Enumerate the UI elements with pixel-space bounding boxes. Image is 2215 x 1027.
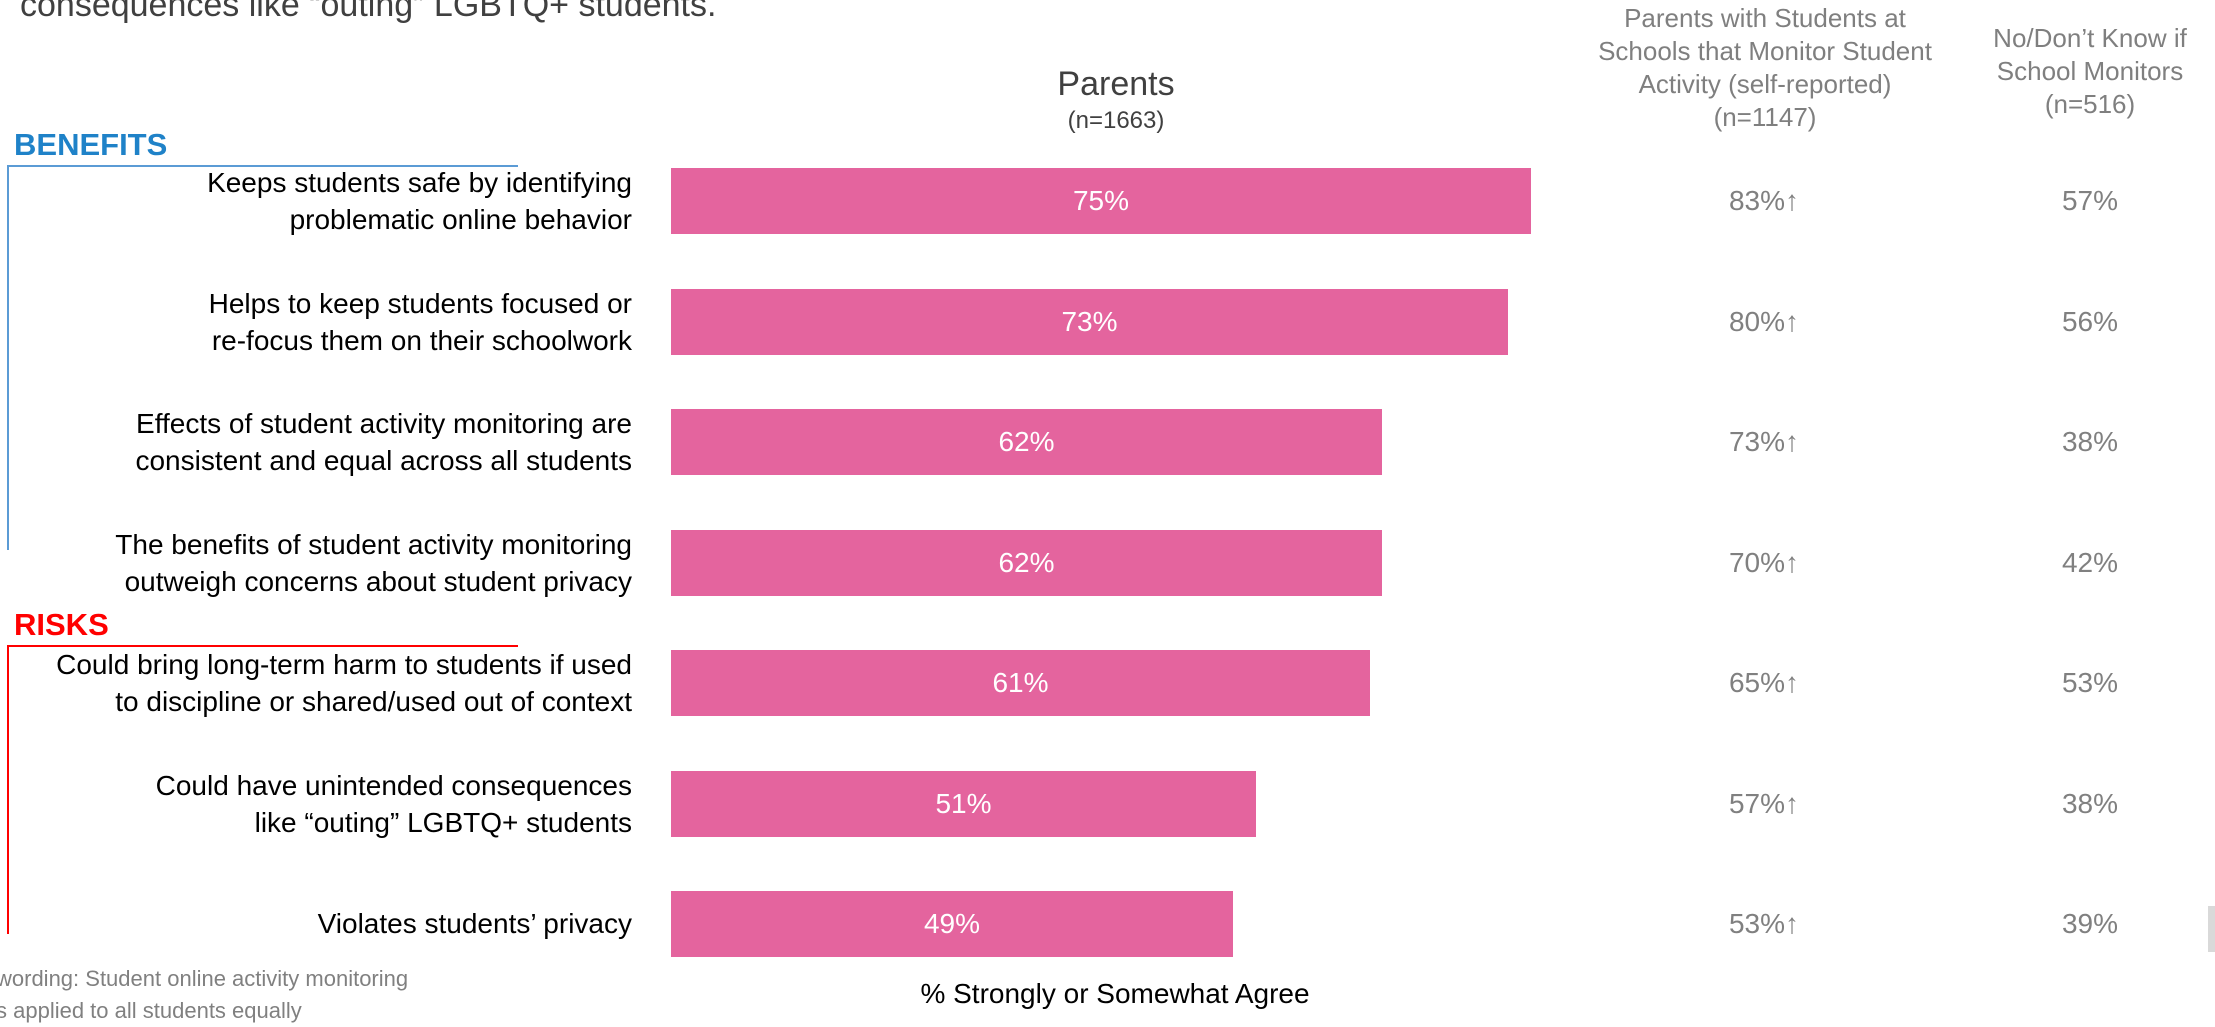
monitor-header-line: Schools that Monitor Student [1598, 36, 1932, 66]
no-dont-know-value: 42% [2061, 547, 2119, 578]
row-label-line: Could bring long-term harm to students i… [56, 649, 632, 680]
footnote-line: s applied to all students equally [0, 998, 302, 1023]
row-label: Keeps students safe by identifying proble… [207, 164, 632, 238]
risks-section-label: RISKS [14, 607, 109, 642]
no-dont-know-value: 39% [2061, 908, 2119, 939]
monitor-column-header: Parents with Students at Schools that Mo… [1580, 2, 1950, 134]
bar-value-label: 62% [998, 547, 1055, 578]
monitor-value: 70%↑ [1728, 547, 1800, 578]
row-label-line: Violates students’ privacy [317, 908, 632, 939]
parents-header-title: Parents [1057, 65, 1175, 103]
row-label-line: Helps to keep students focused or [208, 288, 632, 319]
no-dont-know-value: 53% [2061, 667, 2119, 698]
no-dont-know-value: 38% [2061, 788, 2119, 819]
no-dont-know-value: 38% [2061, 426, 2119, 457]
row-label-line: like “outing” LGBTQ+ students [254, 807, 632, 838]
bar [671, 771, 1256, 837]
bar-value-label: 75% [1072, 185, 1130, 216]
row-label-line: Could have unintended consequences [155, 770, 632, 801]
monitor-value: 80%↑ [1728, 306, 1800, 337]
monitor-header-line: (n=1147) [1713, 102, 1817, 132]
no-dont-know-value: 57% [2061, 185, 2119, 216]
row-label-line: to discipline or shared/used out of cont… [115, 686, 632, 717]
row-label-line: The benefits of student activity monitor… [115, 529, 632, 560]
bar [671, 530, 1382, 596]
risks-bracket [7, 645, 518, 934]
no-dont-know-column-header: No/Don’t Know if School Monitors (n=516) [1970, 22, 2210, 121]
bar-value-label: 51% [935, 788, 992, 819]
row-label-line: outweigh concerns about student privacy [124, 566, 632, 597]
row-label: Helps to keep students focused or re-focu… [209, 285, 632, 359]
no-dont-know-header-line: No/Don’t Know if [1993, 23, 2187, 53]
x-axis-label: % Strongly or Somewhat Agree [920, 978, 1310, 1009]
bar-value-label: 73% [1061, 306, 1118, 337]
no-dont-know-value: 56% [2061, 306, 2119, 337]
row-label-line: consistent and equal across all students [135, 445, 632, 476]
bar [671, 168, 1531, 234]
benefits-bracket [7, 165, 518, 550]
row-label-line: Keeps students safe by identifying [207, 167, 632, 198]
row-label-line: re-focus them on their schoolwork [211, 325, 632, 356]
monitor-value: 83%↑ [1728, 185, 1800, 216]
bar-value-label: 61% [992, 667, 1049, 698]
footnote: wording: Student online activity monitor… [0, 963, 516, 1027]
row-label: Effects of student activity monitoring a… [135, 405, 632, 479]
bar-value-label: 62% [998, 426, 1055, 457]
intro-text: consequences like “outing” LGBTQ+ studen… [20, 0, 717, 24]
monitor-value: 65%↑ [1728, 667, 1800, 698]
bar [671, 891, 1233, 957]
row-label: The benefits of student activity monitor… [115, 526, 632, 600]
monitor-value: 57%↑ [1728, 788, 1800, 819]
bar [671, 289, 1508, 355]
bar [671, 409, 1382, 475]
benefits-section-label: BENEFITS [14, 127, 168, 162]
no-dont-know-header-line: School Monitors [1996, 56, 2184, 86]
parents-column-header: Parents (n=1663) [1016, 64, 1216, 138]
row-label: Violates students’ privacy [318, 905, 632, 942]
bar-value-label: 49% [923, 908, 981, 939]
monitor-header-line: Parents with Students at [1624, 3, 1906, 33]
row-label: Could bring long-term harm to students i… [56, 646, 632, 720]
no-dont-know-header-line: (n=516) [2044, 89, 2136, 119]
monitor-value: 53%↑ [1728, 908, 1800, 939]
parents-header-n: (n=1663) [1067, 107, 1165, 134]
row-label: Could have unintended consequences like “… [156, 767, 632, 841]
bar [671, 650, 1370, 716]
row-label-line: problematic online behavior [289, 204, 632, 235]
slide-edge-mark [2208, 906, 2215, 952]
row-label-line: Effects of student activity monitoring a… [136, 408, 632, 439]
monitor-header-line: Activity (self-reported) [1638, 69, 1892, 99]
monitor-value: 73%↑ [1728, 426, 1800, 457]
footnote-line: wording: Student online activity monitor… [0, 966, 409, 991]
